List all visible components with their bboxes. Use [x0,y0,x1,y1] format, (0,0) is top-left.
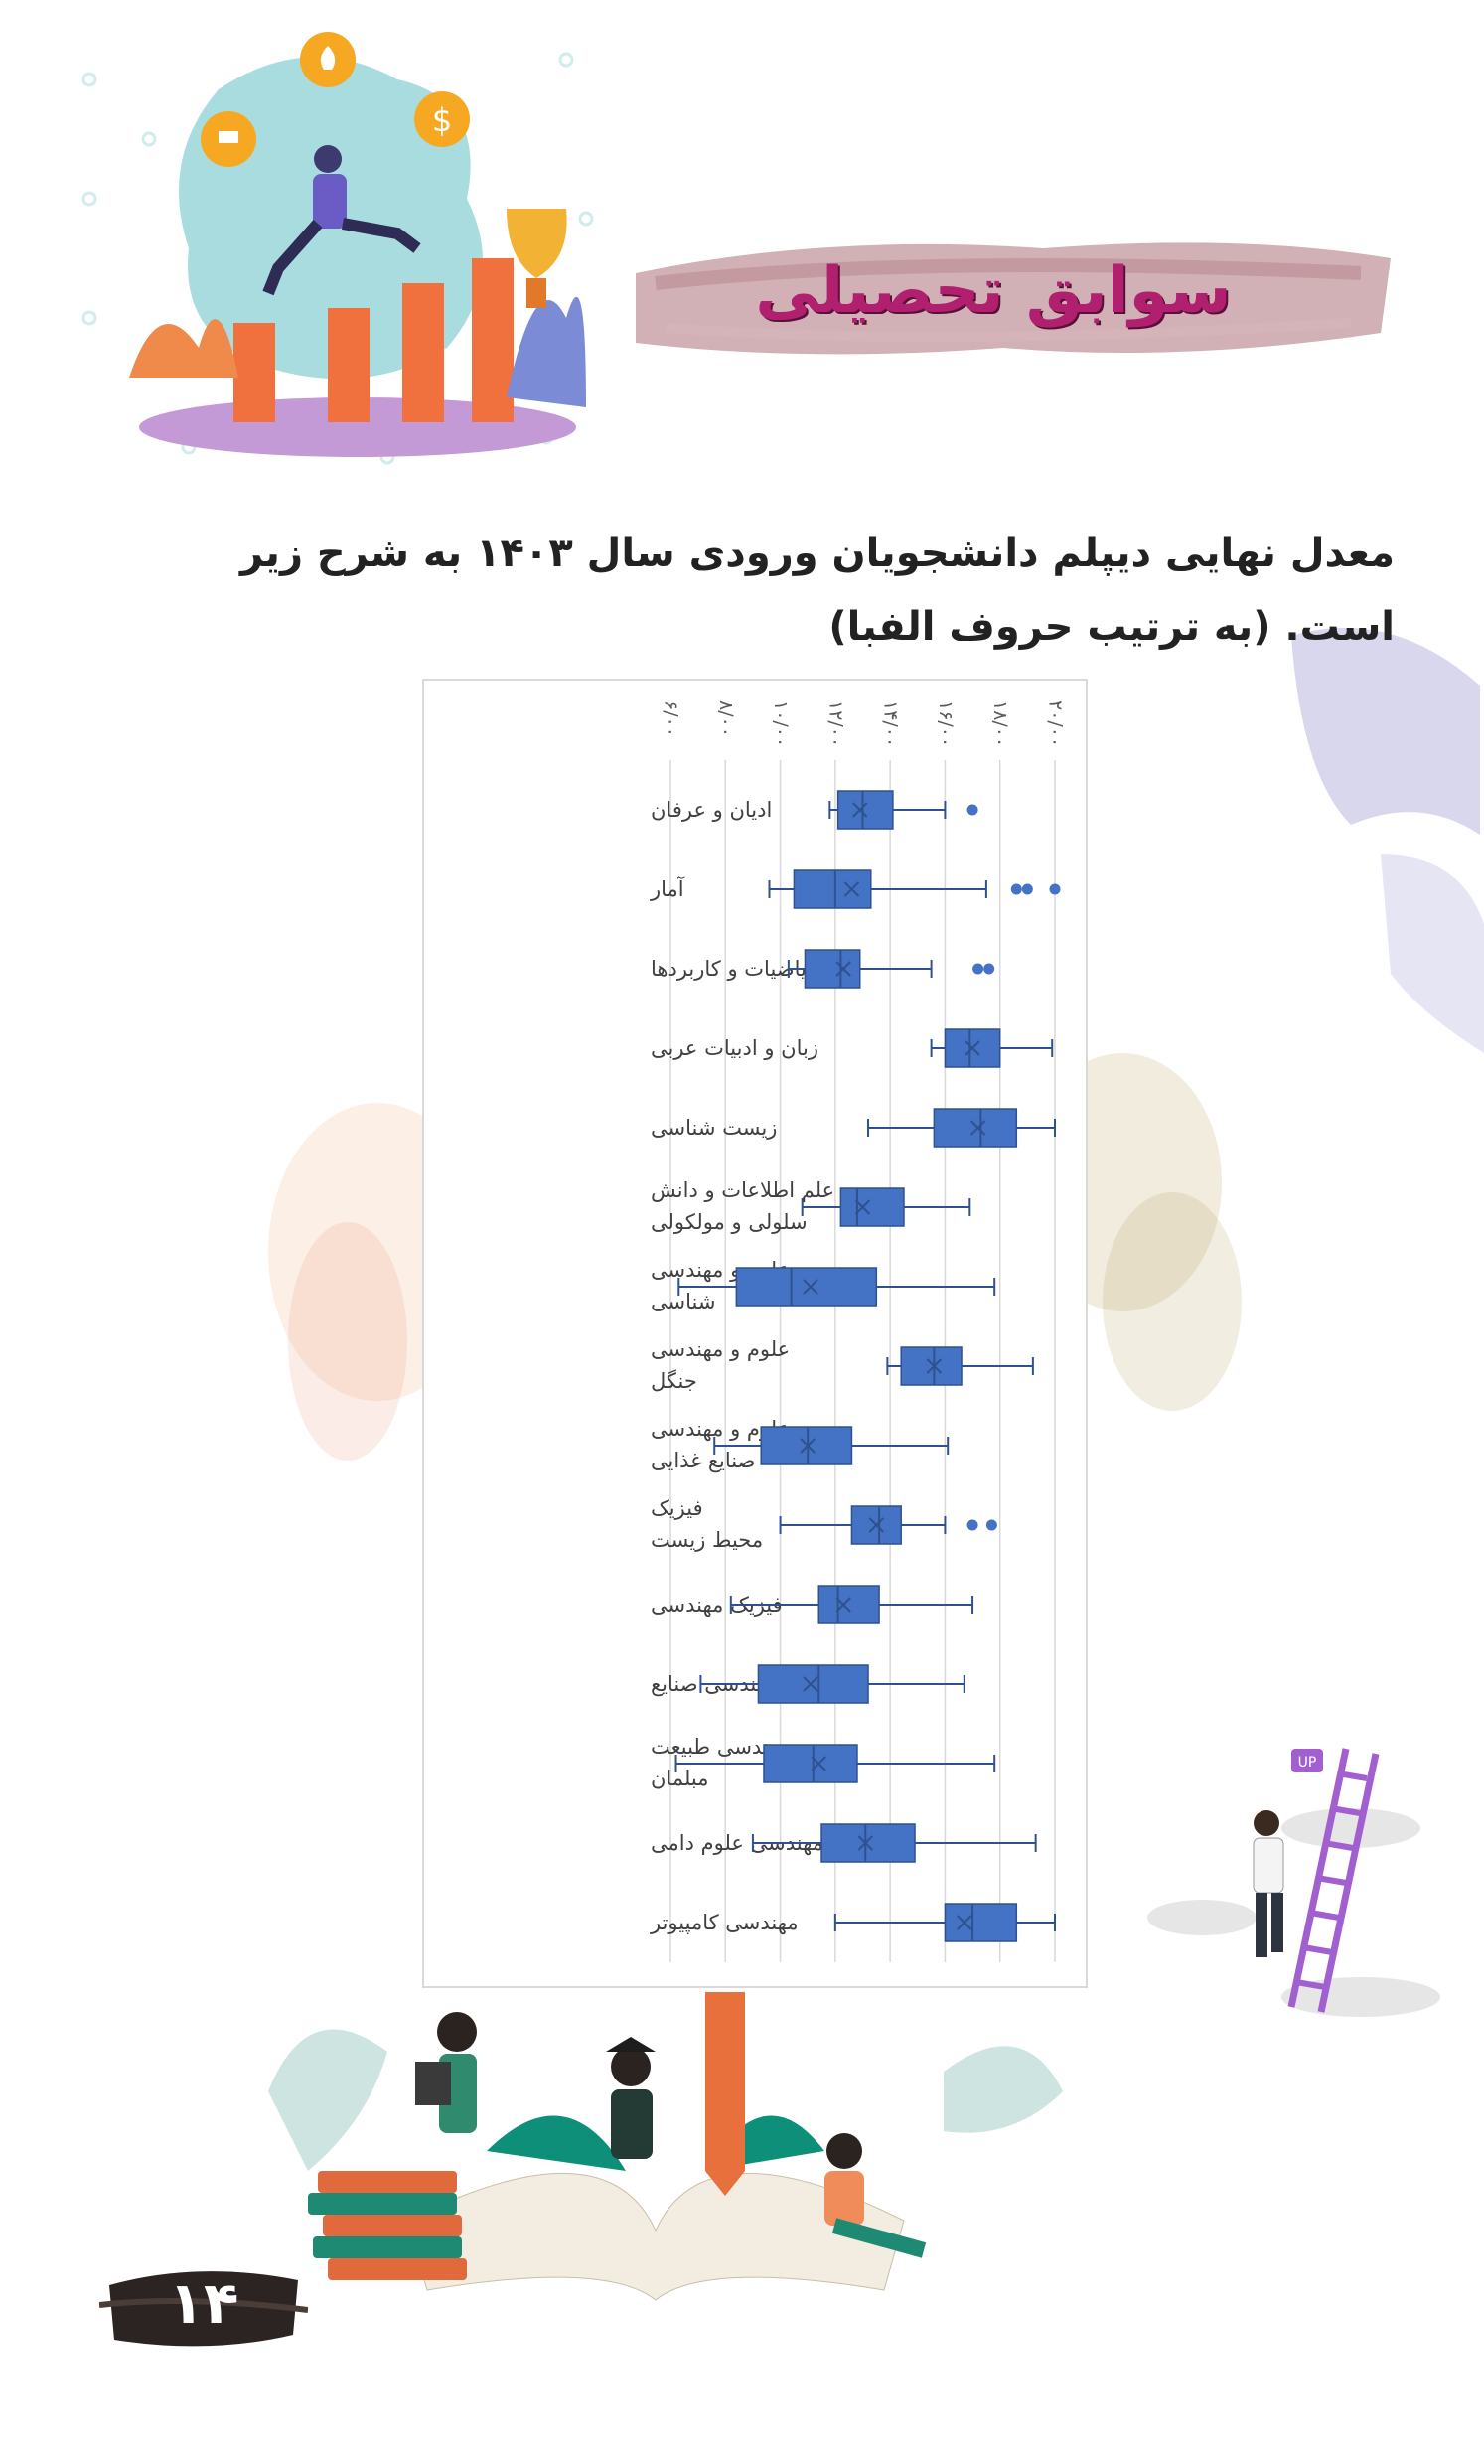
mean-marker [803,1279,818,1295]
category-label: فیزیک [651,1496,703,1520]
x-tick-label: ۱۶/۰۰ [935,700,957,747]
iqr-box [836,790,894,830]
x-tick-label: ۱۴/۰۰ [880,700,902,747]
outlier-point [985,1519,997,1531]
svg-text:UP: UP [1298,1755,1317,1771]
outlier-point [983,963,995,975]
x-tick-label: ۱۲/۰۰ [824,700,846,747]
boxplot-svg: ۶/۰۰ ۸/۰۰ ۱۰/۰۰ ۱۲/۰۰ ۱۴/۰۰ ۱۶/۰۰ ۱۸/۰۰ ۲۰/۰۰ اد… [650,700,1067,1962]
mean-marker [811,1756,826,1771]
outlier-point [966,1519,978,1531]
iqr-box [900,1346,963,1386]
outlier-point [972,963,984,975]
iqr-box [804,949,861,989]
watercolor-brush [1291,627,1484,1053]
outlier-point [1010,883,1022,895]
iqr-box [933,1108,1018,1148]
category-label: ادیان و عرفان [651,798,772,822]
iqr-box [944,1903,1018,1942]
x-tick-label: ۱۸/۰۰ [989,700,1011,747]
mean-marker [803,1676,818,1692]
mean-marker [965,1040,980,1056]
iqr-box [839,1187,905,1227]
iqr-box [757,1664,869,1704]
category-label: علوم و مهندسی [651,1337,790,1361]
category-label: شناسی [651,1290,715,1313]
mean-marker [868,1517,885,1533]
mean-marker [926,1358,943,1374]
reading-students-illustration [268,1992,1063,2301]
mean-marker [854,1199,871,1215]
page-title: سوابق تحصیلی [755,254,1232,328]
category-label: مهندسی کامپیوتر [650,1911,799,1934]
iqr-box [793,869,872,909]
outlier-point [1049,883,1061,895]
category-label: آمار [650,876,685,901]
x-tick-label: ۸/۰۰ [715,700,737,737]
title-brush-stroke [636,242,1391,355]
iqr-box [820,1823,916,1863]
mean-marker [957,1915,972,1930]
student-growth-illustration: $ [81,32,594,465]
mean-marker [852,802,868,818]
ladder-climber-illustration: UP [1147,1748,1440,2017]
mean-marker [835,1597,851,1613]
boxplot-chart: ۶/۰۰ ۸/۰۰ ۱۰/۰۰ ۱۲/۰۰ ۱۴/۰۰ ۱۶/۰۰ ۱۸/۰۰ ۲۰/۰۰ اد… [422,679,1088,1988]
mean-marker [800,1438,816,1454]
intro-paragraph: معدل نهایی دیپلم دانشجویان ورودی سال ۱۴۰… [240,531,1395,650]
mean-marker [843,881,860,897]
category-label: علم اطلاعات و دانش [651,1178,834,1203]
iqr-box [735,1267,878,1307]
svg-text:$: $ [432,101,452,139]
x-tick-label: ۱۰/۰۰ [770,700,792,747]
category-label: زیست شناسی [651,1116,777,1140]
category-label: محیط زیست [651,1528,763,1552]
category-label: صنایع غذایی [651,1449,755,1472]
category-label: سلولی و مولکولی [651,1210,808,1234]
category-label: جنگل [651,1369,697,1393]
page-number-brush [99,2271,308,2347]
iqr-box [817,1585,880,1624]
category-label: زبان و ادبیات عربی [651,1036,818,1060]
outlier-point [966,804,978,816]
mean-marker [835,961,851,977]
mean-marker [969,1120,986,1136]
iqr-box [763,1744,858,1783]
page-number: ۱۴ [168,2269,239,2337]
outlier-point [1021,883,1033,895]
mean-marker [857,1835,873,1851]
x-tick-label: ۶/۰۰ [661,700,682,737]
category-label: مبلمان [651,1767,709,1790]
x-tick-label: ۲۰/۰۰ [1045,700,1067,747]
